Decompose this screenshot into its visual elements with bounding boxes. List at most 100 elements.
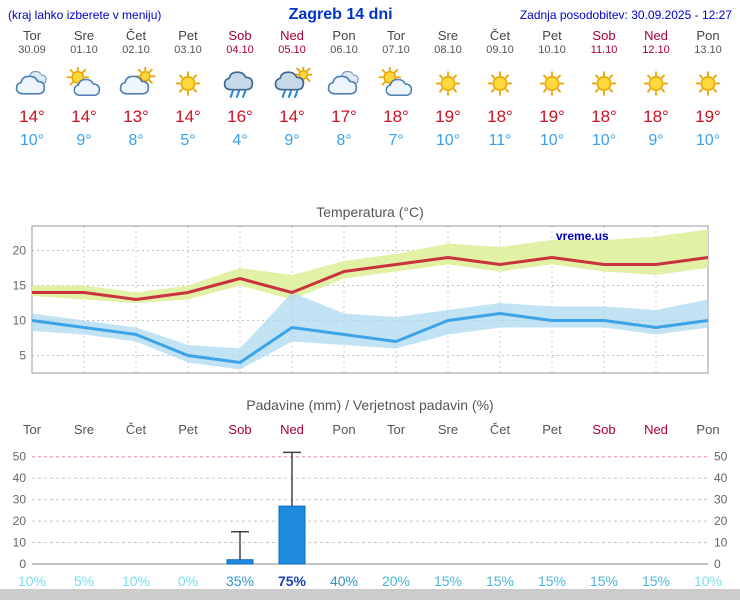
min-temperature: 9°: [76, 132, 92, 149]
precip-probability: 20%: [381, 573, 411, 589]
cloudy-icon: [318, 63, 370, 103]
precip-day-label: Tor: [22, 422, 42, 437]
menu-hint[interactable]: (kraj lahko izberete v meniju): [8, 8, 162, 22]
sunny-icon: [682, 63, 734, 103]
max-temperature: 19°: [539, 107, 565, 126]
sunny-icon: [630, 63, 682, 103]
day-column[interactable]: Sre 08.10 19° 10°: [422, 28, 474, 150]
max-temperature: 13°: [123, 107, 149, 126]
last-updated: Zadnja posodobitev: 30.09.2025 - 12:27: [519, 8, 732, 22]
day-name: Tor: [22, 28, 42, 43]
precip-probability: 5%: [73, 573, 95, 589]
svg-text:50: 50: [13, 450, 27, 464]
svg-text:30: 30: [714, 493, 728, 507]
svg-text:10: 10: [13, 536, 27, 550]
day-date: 13.10: [694, 44, 722, 56]
tmin-band: [32, 292, 708, 370]
max-temperature: 17°: [331, 107, 357, 126]
svg-text:0: 0: [714, 557, 721, 571]
day-date: 11.10: [590, 44, 618, 56]
precip-probability: 15%: [433, 573, 463, 589]
day-column[interactable]: Pet 10.10 19° 10°: [526, 28, 578, 150]
day-column[interactable]: Čet 02.10 13° 8°: [110, 28, 162, 150]
day-column[interactable]: Sre 01.10 14° 9°: [58, 28, 110, 150]
tmax-line: [32, 256, 709, 301]
min-temperature: 9°: [284, 132, 300, 149]
min-temperature: 10°: [695, 132, 721, 149]
day-name: Ned: [644, 28, 668, 43]
min-temperature: 9°: [648, 132, 664, 149]
svg-text:50: 50: [714, 450, 728, 464]
svg-text:10: 10: [714, 536, 728, 550]
day-date: 12.10: [642, 44, 670, 56]
day-name: Tor: [386, 28, 406, 43]
sunny-icon: [578, 63, 630, 103]
day-date: 03.10: [174, 44, 202, 56]
precipitation-chart: 0 0 10 10 20 20 30 30 40 40 50 50: [13, 450, 728, 571]
max-temperature: 14°: [279, 107, 305, 126]
precip-day-label: Sre: [437, 422, 459, 437]
svg-text:15: 15: [13, 279, 27, 293]
day-column[interactable]: Tor 07.10 18° 7°: [370, 28, 422, 150]
day-name: Pet: [178, 28, 198, 43]
precip-probability: 10%: [693, 573, 723, 589]
min-temperature: 11°: [488, 132, 512, 149]
day-name: Sre: [73, 28, 95, 43]
day-name: Sob: [228, 28, 252, 43]
day-column[interactable]: Pon 06.10 17° 8°: [318, 28, 370, 150]
day-column[interactable]: Pon 13.10 19° 10°: [682, 28, 734, 150]
max-temperature: 18°: [383, 107, 409, 126]
day-column[interactable]: Tor 30.09 14° 10°: [6, 28, 58, 150]
mostly-cloudy-icon: [110, 63, 162, 103]
min-temperature: 10°: [591, 132, 617, 149]
temperature-chart-title: Temperatura (°C): [316, 204, 424, 220]
svg-text:40: 40: [13, 471, 27, 485]
watermark: vreme.us: [556, 229, 609, 243]
day-name: Ned: [280, 28, 304, 43]
min-temperature: 4°: [232, 132, 248, 149]
sunny-icon: [162, 63, 214, 103]
day-column[interactable]: Pet 03.10 14° 5°: [162, 28, 214, 150]
day-column[interactable]: Sob 04.10 16° 4°: [214, 28, 266, 150]
day-date: 10.10: [538, 44, 566, 56]
day-name: Sre: [437, 28, 459, 43]
cloudy-icon: [6, 63, 58, 103]
day-column[interactable]: Ned 05.10 14° 9°: [266, 28, 318, 150]
precip-probability: 0%: [177, 573, 199, 589]
precip-day-label: Čet: [489, 422, 511, 437]
precip-probability: 10%: [121, 573, 151, 589]
day-column[interactable]: Sob 11.10 18° 10°: [578, 28, 630, 150]
precip-probability: 15%: [537, 573, 567, 589]
precip-day-label: Tor: [386, 422, 406, 437]
precip-bar: [278, 505, 306, 565]
day-date: 09.10: [486, 44, 514, 56]
precip-day-label: Pon: [332, 422, 356, 437]
precip-day-label: Čet: [125, 422, 147, 437]
max-temperature: 19°: [695, 107, 721, 126]
precip-probability: 75%: [277, 573, 307, 589]
precip-day-label: Ned: [644, 422, 668, 437]
precip-probability-row: 10% 5% 10% 0% 35% 75% 40% 20% 15% 15% 15% 15% 15% 10%: [0, 574, 740, 589]
max-temperature: 18°: [591, 107, 617, 126]
min-temperature: 7°: [388, 132, 404, 149]
day-date: 02.10: [122, 44, 150, 56]
sunny-icon: [526, 63, 578, 103]
svg-text:20: 20: [13, 514, 27, 528]
day-column[interactable]: Ned 12.10 18° 9°: [630, 28, 682, 150]
rain-icon: [214, 63, 266, 103]
day-date: 07.10: [382, 44, 410, 56]
min-temperature: 5°: [180, 132, 196, 149]
precip-day-label: Ned: [280, 422, 304, 437]
max-temperature: 19°: [435, 107, 461, 126]
partly-cloudy-icon: [370, 63, 422, 103]
day-column[interactable]: Čet 09.10 18° 11°: [474, 28, 526, 150]
precip-day-label: Sob: [592, 422, 616, 437]
precip-day-label: Sre: [73, 422, 95, 437]
svg-text:20: 20: [714, 514, 728, 528]
temperature-chart: 5 10 15 20 vreme.us: [13, 225, 709, 374]
precip-bar: [226, 559, 254, 565]
sunny-icon: [422, 63, 474, 103]
max-temperature: 14°: [175, 107, 201, 126]
page-title: Zagreb 14 dni: [288, 6, 393, 23]
